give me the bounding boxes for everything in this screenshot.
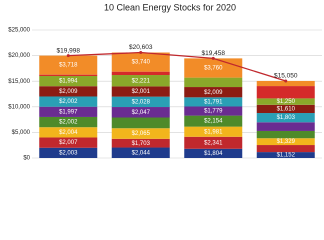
bar-segment: [111, 71, 170, 76]
segment-label: $2,154: [204, 119, 223, 125]
segment-label: $1,994: [59, 79, 78, 85]
bar-segment: [39, 116, 98, 128]
bar-segment: [111, 96, 170, 108]
bar-segment: [256, 138, 315, 146]
bar-segment: [39, 147, 98, 158]
segment-label: $1,703: [132, 141, 151, 147]
segment-label: $2,004: [59, 130, 78, 136]
bar-segment: [184, 87, 243, 98]
bar-segment: [111, 86, 170, 97]
segment-label: $1,981: [204, 129, 223, 135]
segment-label: $1,791: [204, 99, 223, 105]
bar-segment: [39, 137, 98, 148]
segment-label: $2,028: [132, 99, 151, 105]
segment-label: $1,152: [277, 153, 296, 159]
segment-label: $2,001: [132, 89, 151, 95]
y-tick-label: $20,000: [8, 53, 30, 59]
bar-segment: [184, 106, 243, 116]
total-label: $19,458: [202, 50, 226, 57]
bar-segment: [256, 130, 315, 139]
chart: 10 Clean Energy Stocks for 2020 $0 $5,000…: [8, 2, 322, 160]
segment-label: $1,804: [204, 151, 223, 157]
chart-title: 10 Clean Energy Stocks for 2020: [104, 2, 236, 12]
segment-label: $1,250: [277, 99, 296, 105]
y-tick-label: $0: [23, 156, 30, 160]
bar-segment: [256, 80, 315, 87]
bar-segment: [111, 117, 170, 129]
y-tick-label: $10,000: [8, 104, 30, 110]
total-marker: [66, 54, 70, 58]
bar-segment: [111, 107, 170, 118]
total-marker: [284, 79, 288, 83]
segment-label: $2,003: [59, 150, 78, 156]
segment-label: $2,009: [59, 89, 78, 95]
bar-segment: [184, 115, 243, 127]
segment-label: $2,002: [59, 99, 78, 105]
total-marker: [139, 51, 143, 55]
segment-label: $3,740: [132, 60, 151, 66]
bar-segment: [111, 147, 170, 158]
bar-segment: [256, 145, 315, 153]
bar-segment: [256, 122, 315, 131]
bar-segment: [184, 97, 243, 107]
segment-label: $2,047: [132, 110, 151, 116]
bar-segment: [111, 75, 170, 87]
segment-label: $2,044: [132, 150, 151, 156]
bar-segment: [111, 138, 170, 148]
segment-label: $1,610: [277, 106, 296, 112]
segment-label: $3,718: [59, 63, 78, 69]
bar-segment: [256, 104, 315, 114]
y-tick-label: $15,000: [8, 79, 30, 85]
segment-label: $2,065: [132, 131, 151, 137]
bar-segment: [256, 98, 315, 105]
bar-segment: [39, 55, 98, 75]
bar-segment: [111, 52, 170, 72]
segment-label: $1,997: [59, 109, 78, 115]
bar-segment: [256, 113, 315, 123]
bar-segment: [184, 77, 243, 88]
bar-segment: [39, 75, 98, 87]
segment-label: $1,803: [277, 115, 296, 121]
bar-segment: [39, 86, 98, 97]
segment-label: $2,341: [204, 140, 223, 146]
segment-label: $1,779: [204, 109, 223, 115]
segment-label: $1,329: [277, 139, 296, 145]
total-marker: [211, 56, 215, 60]
bar-segment: [111, 128, 170, 139]
bar-segment: [184, 136, 243, 149]
y-tick-label: $5,000: [12, 130, 31, 136]
bar-segment: [184, 126, 243, 137]
bar-segment: [256, 152, 315, 158]
total-label: $20,603: [129, 44, 153, 51]
total-line: [68, 51, 286, 82]
segment-label: $2,009: [204, 90, 223, 96]
bar-segment: [39, 127, 98, 138]
bar-segment: [39, 74, 98, 76]
y-tick-label: $25,000: [8, 28, 30, 34]
segment-label: $3,760: [204, 66, 223, 72]
bar-segment: [256, 86, 315, 99]
segment-label: $2,221: [132, 78, 151, 84]
bar-segment: [39, 106, 98, 117]
bar-segment: [184, 148, 243, 158]
segment-label: $2,002: [59, 120, 78, 126]
total-label: $19,998: [57, 47, 81, 54]
bar-segment: [39, 96, 98, 107]
segment-label: $2,007: [59, 140, 78, 146]
total-label: $15,050: [274, 73, 298, 80]
